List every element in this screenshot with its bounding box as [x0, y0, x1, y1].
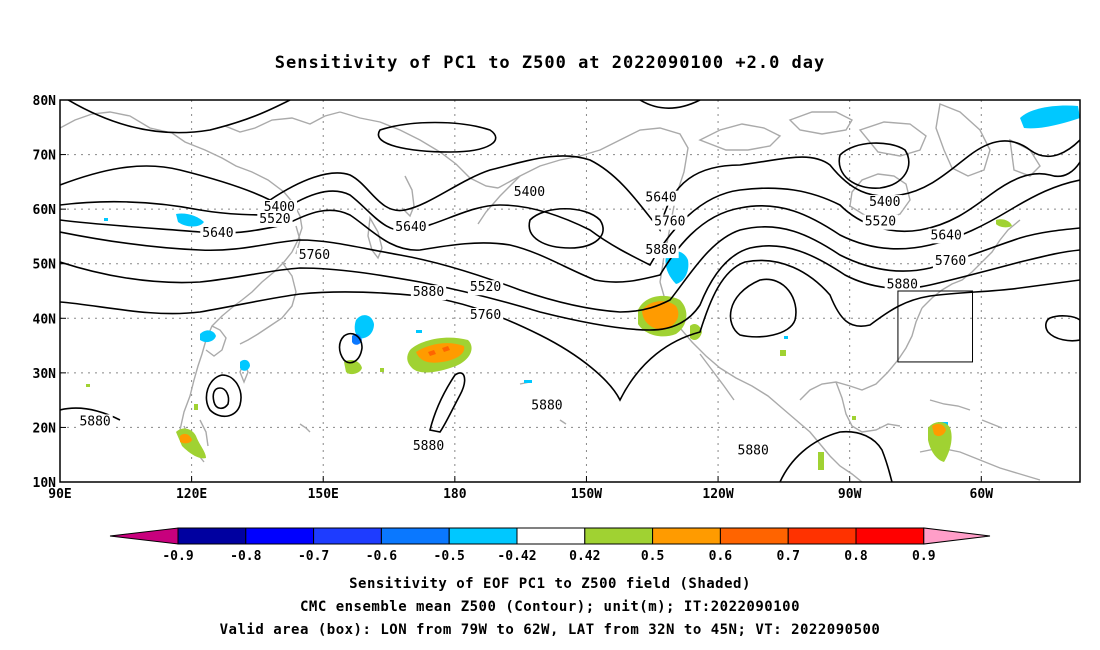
map-frame [59, 99, 1081, 483]
contour-label: 5520 [865, 215, 896, 230]
colorbar-swatch [448, 527, 518, 545]
contour-label: 5760 [299, 248, 330, 263]
contour-labels: 5400552056405760588056405400552057605640… [77, 185, 969, 459]
contour-label: 5880 [79, 414, 110, 429]
colorbar-swatch [245, 527, 315, 545]
contour-label: 5640 [395, 220, 426, 235]
caption-line-2: CMC ensemble mean Z500 (Contour); unit(m… [300, 599, 800, 615]
contour-label-bg [467, 280, 504, 296]
contour-label: 5880 [887, 277, 918, 292]
colorbar-swatch [313, 527, 382, 545]
colorbar-swatch [516, 527, 586, 545]
colorbar-label: -0.8 [230, 549, 261, 564]
caption-line-1: Sensitivity of EOF PC1 to Z500 field (Sh… [349, 576, 751, 592]
colorbar-label: -0.6 [366, 549, 397, 564]
contour-label: 5760 [470, 308, 501, 323]
contour-label-bg [200, 226, 236, 242]
contour-label-bg [928, 228, 964, 244]
colorbar-swatch [584, 527, 654, 545]
lat-tick-label: 60N [33, 203, 57, 218]
coastlines [60, 103, 1041, 482]
contour-label-bg [467, 308, 504, 324]
colorbar-label: 0.6 [709, 549, 733, 564]
caption-line-3: Valid area (box): LON from 79W to 62W, L… [220, 622, 881, 638]
colorbar-label: 0.8 [844, 549, 868, 564]
lon-tick-label: 90E [48, 487, 71, 502]
map-panel: 5400552056405760588056405400552057605640… [33, 94, 1081, 502]
contour-label-bg [932, 253, 969, 269]
colorbar-swatch [855, 527, 925, 545]
caption: Sensitivity of EOF PC1 to Z500 field (Sh… [220, 576, 881, 638]
lat-tick-label: 30N [33, 367, 57, 382]
valid-area-box [897, 290, 974, 363]
colorbar-label: 0.42 [569, 549, 600, 564]
contour-label: 5400 [869, 195, 900, 210]
lat-tick-label: 50N [33, 258, 57, 273]
map-title: Sensitivity of PC1 to Z500 at 2022090100… [275, 53, 826, 73]
contour-label-bg [261, 199, 298, 215]
colorbar-label: -0.5 [434, 549, 465, 564]
contour-label-bg [511, 185, 548, 201]
lon-tick-label: 120W [702, 487, 733, 502]
contour-label-bg [652, 214, 688, 230]
colorbar-label: 0.7 [776, 549, 799, 564]
contour-label: 5640 [202, 226, 233, 241]
contour-label: 5520 [470, 280, 501, 295]
contour-label: 5640 [645, 191, 676, 206]
lon-tick-label: 150E [308, 487, 339, 502]
contour-label: 5400 [264, 200, 295, 215]
lat-tick-label: 80N [33, 94, 57, 109]
contour-label: 5640 [931, 228, 962, 243]
contour-label-bg [257, 211, 293, 227]
colorbar-label: -0.9 [162, 549, 193, 564]
lon-tick-label: 60W [970, 487, 994, 502]
contour-label-bg [410, 285, 447, 301]
contour-label: 5880 [645, 243, 676, 258]
sensitivity-shading [86, 105, 1080, 470]
contour-label: 5760 [654, 215, 685, 230]
lon-tick-label: 150W [571, 487, 602, 502]
colorbar-label: 0.9 [912, 549, 935, 564]
colorbar-swatch [719, 527, 789, 545]
contour-label: 5760 [935, 254, 966, 269]
contour-label-bg [643, 190, 679, 206]
contour-label-bg [410, 438, 447, 454]
contour-label-bg [867, 195, 903, 211]
lat-tick-label: 70N [33, 149, 57, 164]
colorbar: -0.9 -0.8 -0.7 -0.6 -0.5 -0.42 0.42 0.5 0.6 0.7 0.… [109, 527, 991, 564]
colorbar-swatch [787, 527, 857, 545]
contour-label: 5880 [413, 285, 444, 300]
colorbar-label: -0.7 [298, 549, 329, 564]
contour-label-bg [862, 214, 899, 230]
lat-tick-label: 40N [33, 312, 57, 327]
lon-tick-label: 90W [838, 487, 862, 502]
contour-label: 5400 [514, 185, 545, 200]
contour-label: 5880 [738, 443, 769, 458]
lat-tick-label: 10N [33, 476, 57, 491]
colorbar-swatch [177, 527, 247, 545]
contour-label-bg [529, 398, 565, 414]
colorbar-label: 0.5 [641, 549, 664, 564]
colorbar-high-arrow [923, 527, 991, 545]
colorbar-label: -0.42 [497, 549, 536, 564]
contour-label: 5880 [531, 399, 562, 414]
contour-label-bg [643, 243, 679, 259]
lon-tick-label: 120E [176, 487, 207, 502]
lon-tick-label: 180 [443, 487, 467, 502]
lat-axis: 80N 70N 60N 50N 40N 30N 20N 10N [33, 94, 66, 491]
colorbar-swatch [380, 527, 450, 545]
lat-tick-label: 20N [33, 421, 57, 436]
contour-label-bg [393, 220, 429, 236]
contour-label-bg [884, 277, 920, 293]
contour-label-bg [296, 247, 333, 263]
contour-label-bg [77, 414, 113, 430]
lon-axis: 90E 120E 150E 180 150W 120W 90W 60W [48, 476, 993, 502]
contour-label: 5880 [413, 439, 444, 454]
colorbar-swatch [652, 527, 721, 545]
contour-label: 5520 [259, 212, 290, 227]
contour-label-bg [735, 443, 771, 459]
colorbar-low-arrow [109, 527, 179, 545]
